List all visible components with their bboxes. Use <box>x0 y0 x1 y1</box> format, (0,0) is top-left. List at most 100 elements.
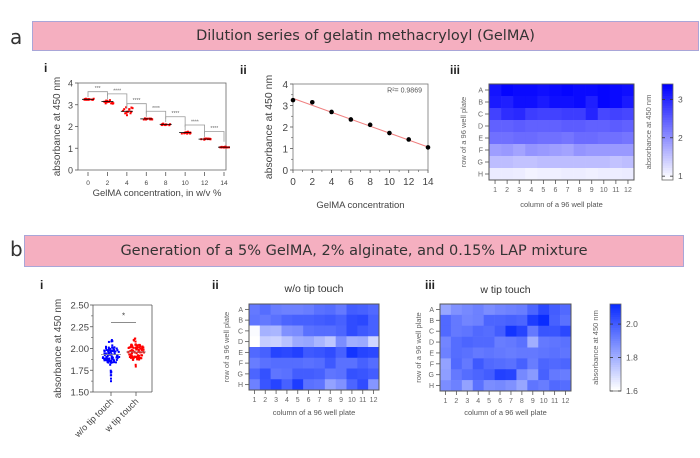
data-point <box>425 145 431 150</box>
data-point <box>107 348 110 351</box>
significance-label: **** <box>113 88 121 94</box>
heatmap-cell <box>525 96 538 109</box>
colorbar-segment <box>662 177 673 181</box>
heatmap-cell <box>549 132 562 145</box>
heatmap-cell <box>472 314 484 327</box>
column-label: 4 <box>476 398 480 405</box>
heatmap-cell <box>560 380 572 392</box>
significance-label: **** <box>152 106 160 112</box>
data-point <box>115 356 118 359</box>
colorbar-segment <box>662 127 673 130</box>
data-point <box>132 339 135 342</box>
heatmap-cell <box>292 347 304 359</box>
heatmap-cell <box>585 144 599 157</box>
heatmap-cell <box>314 347 326 359</box>
significance-label: * <box>122 311 125 320</box>
heatmap-cell <box>270 304 282 316</box>
heatmap-cell <box>303 336 315 348</box>
data-point <box>118 355 121 358</box>
colorbar-segment <box>662 108 673 111</box>
colorbar-tick-label: 1.8 <box>626 353 638 363</box>
data-point <box>110 102 113 105</box>
significance-bracket <box>145 110 167 119</box>
data-point <box>104 352 107 355</box>
data-point <box>134 343 137 346</box>
heatmap-cell <box>501 120 514 133</box>
heatmap-cell <box>597 120 611 133</box>
colorbar-segment <box>610 388 621 392</box>
panel-label-b-i: i <box>40 278 43 292</box>
heatmap-cell <box>494 336 506 348</box>
colorbar-segment <box>610 327 621 331</box>
colorbar-segment <box>662 122 673 126</box>
data-point <box>189 132 192 135</box>
heatmap-cell <box>368 357 380 369</box>
colorbar-segment <box>662 84 673 87</box>
data-point <box>105 359 108 362</box>
row-label: B <box>478 100 483 107</box>
x-tick-label: 0 <box>290 177 296 188</box>
heatmap-cell <box>549 304 561 316</box>
heatmap-cell <box>483 336 495 348</box>
heatmap-cell <box>472 380 484 392</box>
data-point <box>135 348 138 351</box>
heatmap-cell <box>513 132 526 145</box>
heatmap-cell <box>461 358 474 370</box>
heatmap-cell <box>292 304 304 316</box>
column-label: 3 <box>274 397 278 404</box>
heatmap-cell <box>489 120 502 133</box>
data-point <box>206 137 209 140</box>
heatmap-cell <box>537 96 550 109</box>
x-tick-label: 4 <box>125 180 129 187</box>
colorbar-segment <box>610 319 621 322</box>
heatmap-cell <box>609 96 623 109</box>
heatmap-cell <box>324 314 336 326</box>
colorbar-segment <box>662 100 673 104</box>
heatmap-cell <box>505 380 517 392</box>
heatmap-cell <box>335 325 347 337</box>
data-point <box>134 347 137 350</box>
heatmap-cell <box>549 314 561 327</box>
data-point <box>109 347 112 350</box>
row-label: D <box>478 124 483 131</box>
heatmap-cell <box>538 304 550 316</box>
data-point <box>130 344 133 347</box>
data-point <box>83 98 86 101</box>
heatmap-cell <box>489 144 502 157</box>
heatmap-cell <box>549 96 562 109</box>
data-point <box>136 344 139 347</box>
data-point <box>104 357 107 360</box>
heatmap-cell <box>573 96 586 109</box>
heatmap-cell <box>597 132 611 145</box>
y-tick-label: 2.50 <box>71 301 90 312</box>
heatmap-cell <box>537 156 550 169</box>
heatmap-cell <box>516 314 528 327</box>
data-point <box>103 349 106 352</box>
row-label: C <box>238 328 243 335</box>
x-axis-label: GelMA concentration, in w/v % <box>93 188 222 199</box>
heatmap-cell <box>368 379 380 391</box>
heatmap-cell <box>516 325 528 337</box>
x-tick-label: 10 <box>384 177 396 188</box>
heatmap-cell <box>368 304 380 316</box>
section-b-banner: Generation of a 5% GelMA, 2% alginate, a… <box>24 235 684 267</box>
heatmap-cell <box>527 369 539 381</box>
heatmap-cell <box>516 336 528 348</box>
row-label: C <box>478 112 483 119</box>
y-axis-label: absorbance at 450 nm <box>263 75 275 180</box>
heatmap-cell <box>450 369 463 381</box>
x-tick-label: 2 <box>106 180 110 187</box>
heatmap-cell <box>335 304 347 316</box>
data-point <box>203 138 206 141</box>
colorbar-frame <box>609 303 622 392</box>
heatmap-cell <box>461 304 474 316</box>
heatmap-cell <box>585 108 599 121</box>
data-point <box>110 374 113 377</box>
data-point <box>106 99 109 102</box>
data-point <box>110 357 113 360</box>
data-point <box>128 356 131 359</box>
heatmap-cell <box>513 84 526 97</box>
